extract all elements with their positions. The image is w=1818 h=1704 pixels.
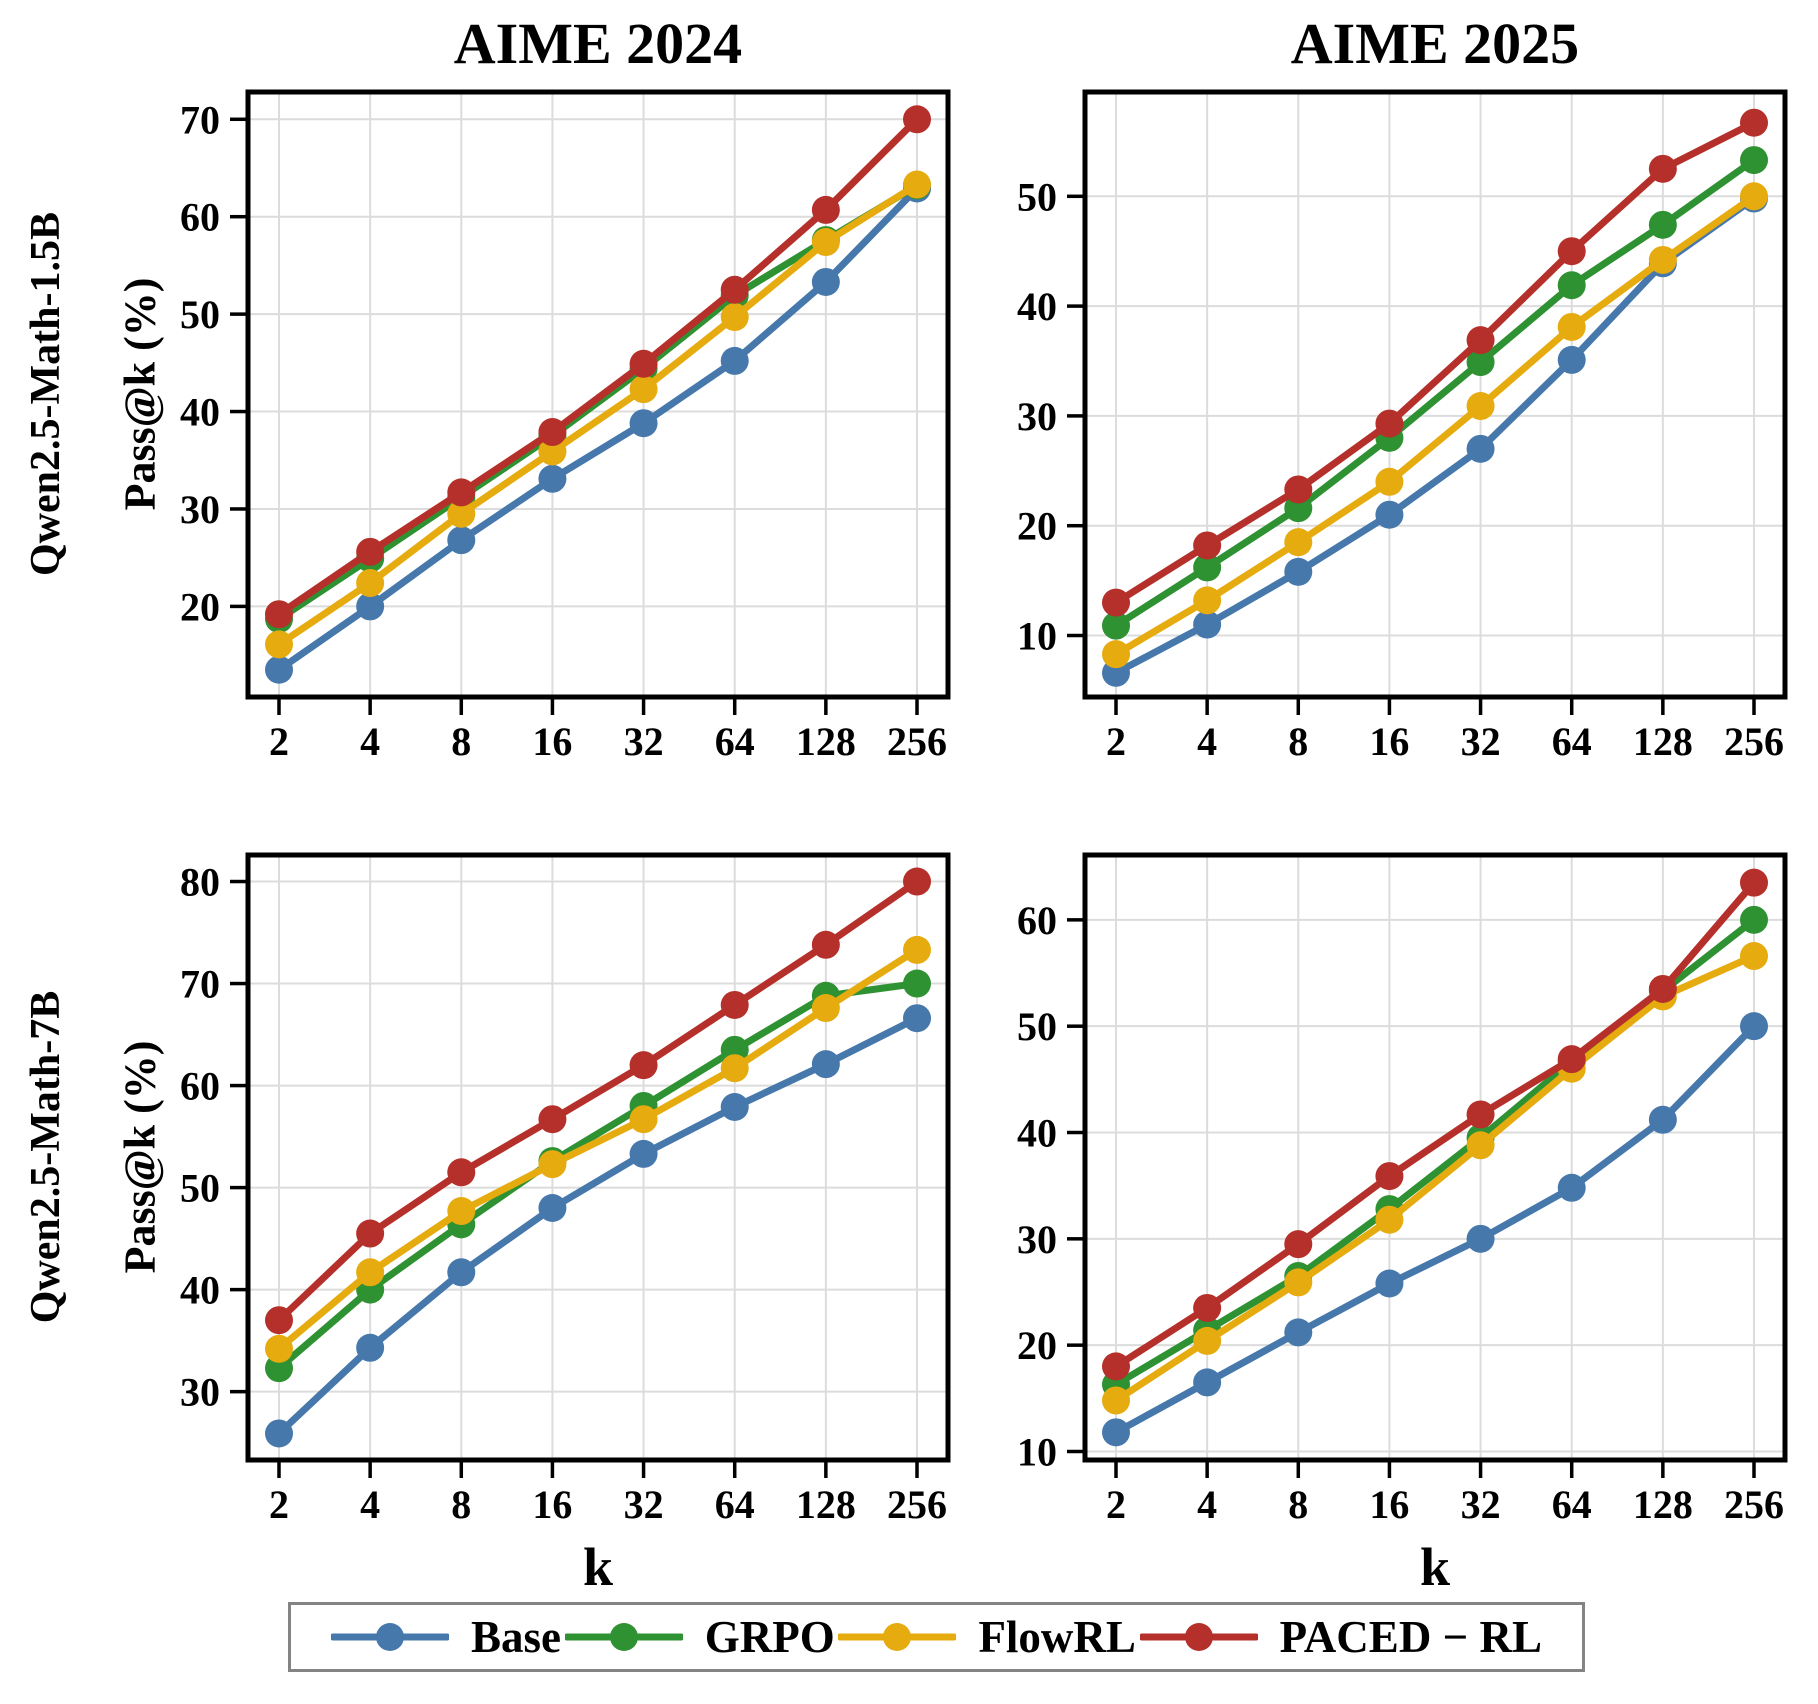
svg-text:256: 256 <box>1724 719 1784 764</box>
svg-text:256: 256 <box>1724 1482 1784 1527</box>
x-axis-label-right: k <box>1419 1537 1451 1597</box>
svg-text:8: 8 <box>1288 719 1308 764</box>
legend-item-flowrl: FlowRL <box>838 1611 1136 1663</box>
svg-text:64: 64 <box>715 719 755 764</box>
legend-item-base: Base <box>331 1611 561 1663</box>
svg-text:64: 64 <box>1552 719 1592 764</box>
legend-label-base: Base <box>471 1612 561 1662</box>
svg-text:50: 50 <box>180 292 220 337</box>
column-title-aime-2024: AIME 2024 <box>453 11 743 76</box>
svg-text:20: 20 <box>180 584 220 629</box>
paced-rl-line-marker-icon <box>1139 1623 1258 1651</box>
svg-text:70: 70 <box>180 97 220 142</box>
svg-text:50: 50 <box>180 1166 220 1211</box>
svg-text:4: 4 <box>1197 1482 1217 1527</box>
row-label-qwen-7b: Qwen2.5-Math-7B <box>23 990 69 1324</box>
base-line-marker-icon <box>331 1623 449 1651</box>
svg-text:60: 60 <box>180 1064 220 1109</box>
svg-text:64: 64 <box>715 1482 755 1527</box>
chart-aime2024-qwen7b: 2 4 8 16 32 64 128 256 30 40 50 60 70 80 <box>180 852 951 1527</box>
svg-text:2: 2 <box>269 1482 289 1527</box>
svg-text:30: 30 <box>180 487 220 532</box>
svg-text:32: 32 <box>1461 1482 1501 1527</box>
svg-text:2: 2 <box>269 719 289 764</box>
legend-label-paced-rl: PACED − RL <box>1279 1612 1542 1662</box>
chart-aime2025-qwen1.5b: 2 4 8 16 32 64 128 256 10 20 30 40 50 <box>1017 89 1788 764</box>
svg-text:128: 128 <box>1633 1482 1693 1527</box>
svg-text:64: 64 <box>1552 1482 1592 1527</box>
svg-text:16: 16 <box>532 719 572 764</box>
svg-text:20: 20 <box>1017 1323 1057 1368</box>
column-title-aime-2025: AIME 2025 <box>1290 11 1580 76</box>
svg-text:20: 20 <box>1017 504 1057 549</box>
svg-text:8: 8 <box>451 1482 471 1527</box>
svg-text:40: 40 <box>180 390 220 435</box>
svg-text:2: 2 <box>1106 1482 1126 1527</box>
svg-text:4: 4 <box>360 719 380 764</box>
y-axis-label-bottom: Pass@k (%) <box>115 1040 165 1274</box>
svg-text:4: 4 <box>360 1482 380 1527</box>
row-label-qwen-1.5b: Qwen2.5-Math-1.5B <box>23 212 69 576</box>
svg-text:2: 2 <box>1106 719 1126 764</box>
svg-text:128: 128 <box>796 719 856 764</box>
svg-text:4: 4 <box>1197 719 1217 764</box>
svg-text:32: 32 <box>624 719 664 764</box>
svg-text:256: 256 <box>887 1482 947 1527</box>
svg-text:80: 80 <box>180 860 220 905</box>
svg-text:30: 30 <box>1017 394 1057 439</box>
flowrl-line-marker-icon <box>838 1623 957 1651</box>
grpo-line-marker-icon <box>564 1623 683 1651</box>
svg-text:10: 10 <box>1017 614 1057 659</box>
svg-text:70: 70 <box>180 962 220 1007</box>
legend-label-flowrl: FlowRL <box>978 1612 1136 1662</box>
svg-text:8: 8 <box>1288 1482 1308 1527</box>
svg-text:30: 30 <box>1017 1217 1057 1262</box>
svg-text:256: 256 <box>887 719 947 764</box>
svg-text:8: 8 <box>451 719 471 764</box>
legend-label-grpo: GRPO <box>704 1612 835 1662</box>
svg-text:40: 40 <box>180 1268 220 1313</box>
chart-aime2025-qwen7b: 2 4 8 16 32 64 128 256 10 20 30 40 50 60 <box>1017 852 1788 1527</box>
svg-text:40: 40 <box>1017 1111 1057 1156</box>
svg-text:50: 50 <box>1017 1004 1057 1049</box>
svg-text:128: 128 <box>1633 719 1693 764</box>
svg-text:30: 30 <box>180 1370 220 1415</box>
legend-item-grpo: GRPO <box>564 1611 835 1663</box>
svg-text:50: 50 <box>1017 174 1057 219</box>
svg-text:16: 16 <box>1369 719 1409 764</box>
svg-text:128: 128 <box>796 1482 856 1527</box>
svg-text:60: 60 <box>180 195 220 240</box>
y-axis-label-top: Pass@k (%) <box>115 277 165 511</box>
legend-item-paced-rl: PACED − RL <box>1139 1611 1542 1663</box>
svg-text:10: 10 <box>1017 1429 1057 1474</box>
x-axis-label-left: k <box>582 1537 614 1597</box>
svg-text:60: 60 <box>1017 898 1057 943</box>
legend: Base GRPO FlowRL PACED − RL <box>288 1602 1585 1672</box>
svg-text:16: 16 <box>1369 1482 1409 1527</box>
svg-text:40: 40 <box>1017 284 1057 329</box>
svg-text:32: 32 <box>624 1482 664 1527</box>
svg-text:32: 32 <box>1461 719 1501 764</box>
svg-text:16: 16 <box>532 1482 572 1527</box>
chart-aime2024-qwen1.5b: 2 4 8 16 32 64 128 256 20 30 40 50 60 70 <box>180 89 951 764</box>
